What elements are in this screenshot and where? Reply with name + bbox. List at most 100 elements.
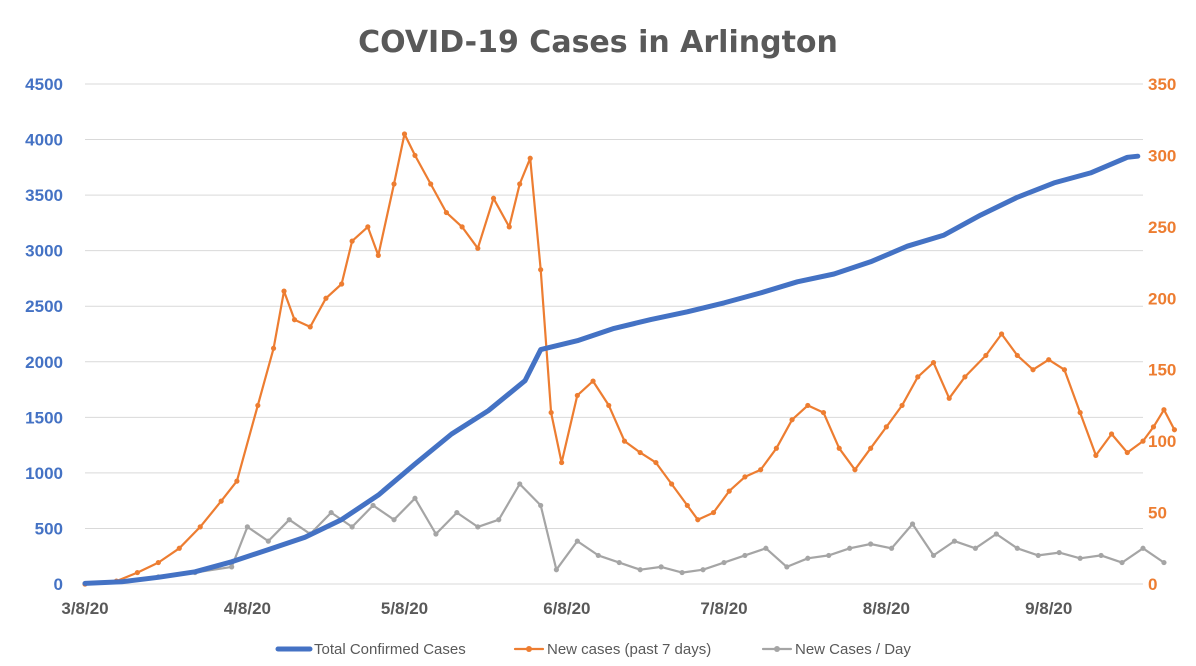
data-point: [475, 245, 481, 251]
series-line: [83, 482, 1166, 586]
data-point: [684, 502, 690, 509]
data-point: [915, 374, 921, 380]
data-point: [365, 224, 371, 230]
data-point: [700, 567, 706, 573]
data-point: [1077, 409, 1083, 416]
data-point: [1014, 352, 1020, 359]
data-point: [1046, 357, 1052, 363]
data-point: [574, 538, 580, 544]
data-point: [653, 459, 659, 466]
data-point: [281, 288, 287, 294]
data-point: [459, 224, 465, 230]
data-point: [244, 524, 250, 530]
series-1: [82, 131, 1178, 587]
data-point: [1077, 555, 1083, 561]
right-tick-label: 200: [1148, 289, 1176, 308]
legend-label: New Cases / Day: [795, 641, 911, 658]
data-point: [197, 524, 203, 530]
legend-item: New cases (past 7 days): [513, 641, 711, 658]
left-tick-label: 2000: [25, 353, 63, 372]
data-point: [742, 474, 748, 480]
data-point: [721, 559, 727, 566]
right-tick-label: 50: [1148, 504, 1167, 523]
right-tick-label: 300: [1148, 146, 1176, 165]
chart-title: COVID-19 Cases in Arlington: [358, 25, 838, 60]
data-point: [784, 564, 790, 570]
data-point: [286, 517, 292, 523]
data-point: [909, 521, 916, 527]
data-point: [826, 552, 832, 559]
data-point: [265, 538, 271, 544]
data-point: [134, 569, 140, 576]
series-line: [83, 132, 1176, 586]
data-point: [590, 378, 596, 384]
data-point: [1161, 407, 1167, 413]
data-point: [868, 541, 874, 547]
data-point: [998, 331, 1005, 337]
data-point: [1124, 449, 1130, 456]
data-point: [1150, 424, 1157, 430]
series-layer: [82, 131, 1178, 587]
data-point: [574, 392, 580, 399]
data-point: [323, 295, 329, 301]
data-point: [616, 559, 622, 566]
x-tick-label: 4/8/20: [224, 599, 271, 618]
data-point: [637, 567, 643, 573]
data-point: [1098, 552, 1104, 559]
data-point: [658, 564, 664, 570]
data-point: [155, 559, 161, 566]
data-point: [218, 498, 224, 504]
x-tick-label: 6/8/20: [543, 599, 590, 618]
left-tick-label: 4500: [25, 75, 63, 94]
data-point: [805, 402, 811, 409]
x-tick-label: 8/8/20: [863, 599, 910, 618]
data-point: [847, 545, 853, 551]
data-point: [1108, 431, 1115, 437]
right-tick-label: 150: [1148, 361, 1176, 380]
data-point: [370, 502, 376, 509]
data-point: [496, 517, 502, 523]
data-point: [349, 238, 355, 244]
right-tick-label: 250: [1148, 218, 1176, 237]
data-point: [291, 317, 298, 323]
left-axis-ticks: 0 500 1000 1500 2000 2500 3000 3500 4000 4500: [25, 75, 63, 594]
data-point: [433, 531, 439, 537]
data-point: [490, 195, 497, 201]
data-point: [538, 267, 544, 273]
x-axis-ticks: 3/8/20 4/8/20 5/8/20 6/8/20 7/8/20 8/8/20 9/8/…: [61, 599, 1072, 618]
data-point: [1056, 549, 1062, 556]
data-point: [742, 552, 748, 559]
data-point: [517, 481, 523, 487]
data-point: [1093, 452, 1099, 459]
data-point: [758, 467, 764, 473]
data-point: [836, 445, 842, 451]
data-point: [375, 252, 381, 259]
data-point: [328, 509, 334, 516]
data-point: [1161, 559, 1167, 566]
data-point: [517, 181, 523, 187]
data-point: [595, 552, 601, 559]
right-tick-label: 0: [1148, 575, 1157, 594]
data-point: [852, 467, 858, 473]
x-tick-label: 9/8/20: [1025, 599, 1072, 618]
data-point: [1140, 545, 1146, 551]
legend-marker: [774, 646, 780, 652]
data-point: [559, 459, 565, 466]
data-point: [475, 524, 481, 530]
data-point: [527, 155, 533, 161]
x-tick-label: 7/8/20: [700, 599, 747, 618]
legend-label: Total Confirmed Cases: [314, 641, 466, 658]
data-point: [679, 569, 685, 576]
left-tick-label: 0: [54, 575, 63, 594]
data-point: [1061, 367, 1068, 373]
data-point: [868, 445, 874, 451]
left-tick-label: 500: [35, 519, 63, 538]
data-point: [1140, 438, 1146, 444]
data-point: [883, 424, 889, 430]
data-point: [1030, 367, 1036, 373]
data-point: [349, 524, 355, 530]
data-point: [176, 545, 182, 551]
data-point: [255, 402, 261, 409]
data-point: [538, 502, 544, 509]
data-point: [339, 281, 345, 287]
